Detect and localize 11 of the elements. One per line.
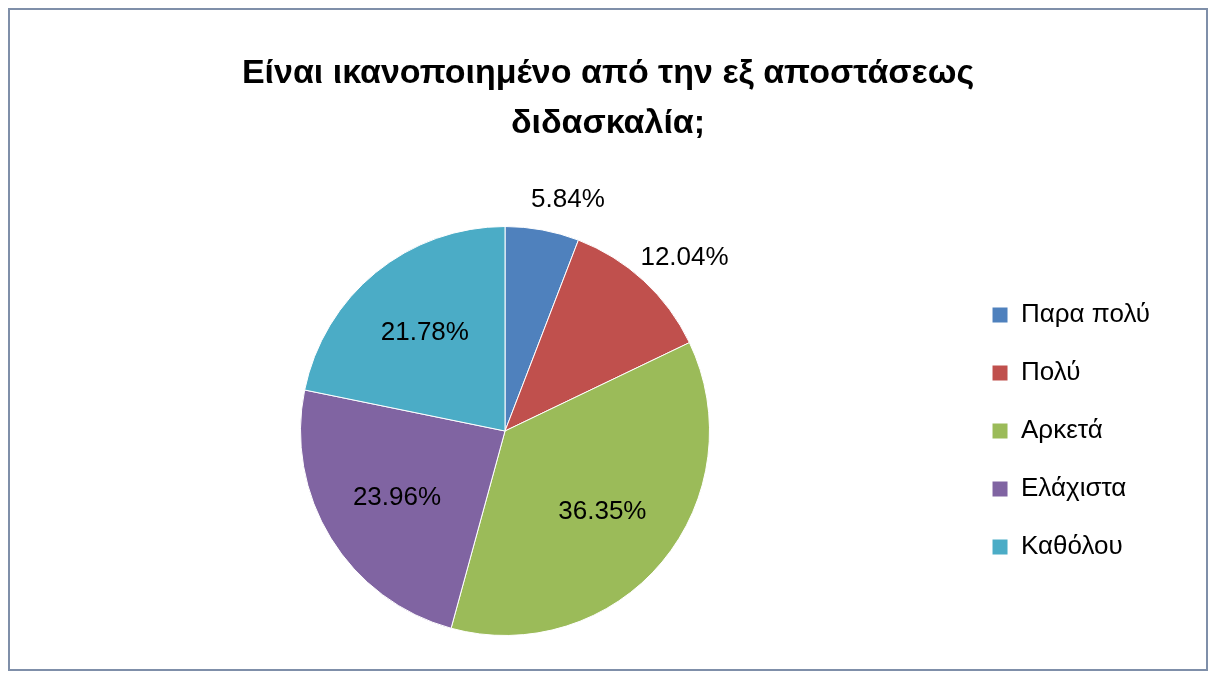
legend-label: Παρα πολύ bbox=[1021, 298, 1150, 329]
legend-label: Ελάχιστα bbox=[1021, 472, 1127, 503]
chart-title: Είναι ικανοποιημένο από την εξ αποστάσεως διδασκαλία; bbox=[240, 51, 976, 142]
data-label: 23.96% bbox=[352, 480, 442, 511]
data-label: 5.84% bbox=[531, 182, 605, 213]
legend-label: Αρκετά bbox=[1021, 414, 1103, 445]
legend-label: Καθόλου bbox=[1021, 530, 1123, 561]
data-label: 36.35% bbox=[558, 495, 647, 526]
legend-label: Πολύ bbox=[1021, 356, 1081, 387]
data-label: 21.78% bbox=[380, 315, 469, 346]
data-label: 12.04% bbox=[640, 241, 729, 272]
